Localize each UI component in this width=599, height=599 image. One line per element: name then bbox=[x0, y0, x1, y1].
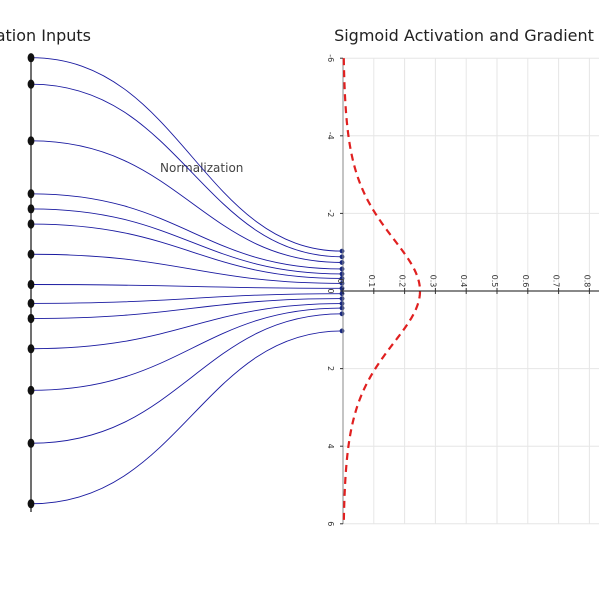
normalized-node bbox=[339, 285, 345, 291]
y-tick-label: -6 bbox=[326, 54, 335, 62]
x-tick-label: 0.3 bbox=[428, 275, 437, 288]
normalized-node bbox=[339, 254, 345, 260]
normalized-node bbox=[339, 328, 345, 334]
sigmoid-grid bbox=[343, 57, 599, 525]
normalization-curve bbox=[30, 293, 343, 304]
normalization-curve bbox=[30, 303, 343, 350]
input-node bbox=[27, 344, 35, 354]
input-node bbox=[27, 79, 35, 89]
y-tick-label: 0 bbox=[326, 288, 335, 293]
normalized-node bbox=[339, 301, 345, 306]
normalization-curve bbox=[30, 223, 343, 279]
normalized-node bbox=[339, 311, 345, 317]
normalized-node bbox=[339, 291, 345, 297]
activation-inputs-title: Activation Inputs bbox=[0, 26, 91, 45]
normalized-node bbox=[339, 266, 345, 272]
normalization-curve bbox=[30, 57, 343, 252]
x-tick-label: 0.8 bbox=[582, 275, 591, 288]
y-tick-label: 4 bbox=[326, 444, 335, 449]
input-node bbox=[27, 204, 35, 214]
x-tick-label: 0.4 bbox=[459, 275, 468, 288]
input-node bbox=[27, 249, 35, 259]
x-tick-label: 0 bbox=[336, 278, 345, 283]
normalization-curve bbox=[30, 253, 343, 284]
x-tick-label: 0.2 bbox=[398, 275, 407, 288]
normalized-node bbox=[339, 296, 345, 301]
y-tick-label: 6 bbox=[326, 521, 335, 526]
input-nodes bbox=[27, 53, 35, 509]
input-node bbox=[27, 219, 35, 229]
normalization-curve bbox=[30, 140, 343, 263]
normalization-curve bbox=[30, 193, 343, 270]
input-node bbox=[27, 189, 35, 199]
normalization-curve bbox=[30, 307, 343, 391]
sigmoid-x-ticks: 0 0.1 0.2 0.3 0.4 0.5 0.6 0.7 0.8 bbox=[336, 275, 591, 294]
normalized-node bbox=[339, 305, 345, 311]
input-node bbox=[27, 385, 35, 395]
sigmoid-gradient-series-line bbox=[342, 58, 422, 524]
normalized-node bbox=[339, 248, 345, 254]
input-node bbox=[27, 298, 35, 308]
input-node bbox=[27, 438, 35, 448]
sigmoid-y-ticks: -6 -4 -2 0 2 4 6 bbox=[326, 54, 343, 526]
normalization-curve bbox=[30, 83, 343, 258]
activation-inputs-panel: Activation Inputs Normalization bbox=[0, 26, 345, 512]
y-tick-label: 2 bbox=[326, 366, 335, 371]
input-node bbox=[27, 53, 35, 63]
normalization-curve bbox=[30, 298, 343, 319]
input-node bbox=[27, 313, 35, 324]
input-node bbox=[27, 279, 35, 290]
input-node bbox=[27, 136, 35, 146]
x-tick-label: 0.7 bbox=[552, 275, 561, 288]
normalization-curves bbox=[30, 57, 343, 505]
y-tick-label: -4 bbox=[326, 132, 335, 140]
normalized-node bbox=[339, 260, 345, 265]
x-tick-label: 0.5 bbox=[490, 275, 499, 288]
x-tick-label: 0.6 bbox=[521, 275, 530, 288]
normalization-curve bbox=[30, 330, 343, 505]
normalization-curve bbox=[30, 208, 343, 275]
sigmoid-title: Sigmoid Activation and Gradient bbox=[334, 26, 594, 45]
x-tick-label: 0.1 bbox=[367, 275, 376, 288]
normalized-node bbox=[339, 271, 345, 277]
y-tick-label: -2 bbox=[326, 209, 335, 217]
normalization-curve bbox=[30, 284, 343, 289]
input-node bbox=[27, 499, 35, 509]
normalization-curve bbox=[30, 313, 343, 444]
sigmoid-panel: Sigmoid Activation and Gradient -6 -4 -2 0 2… bbox=[326, 26, 599, 526]
